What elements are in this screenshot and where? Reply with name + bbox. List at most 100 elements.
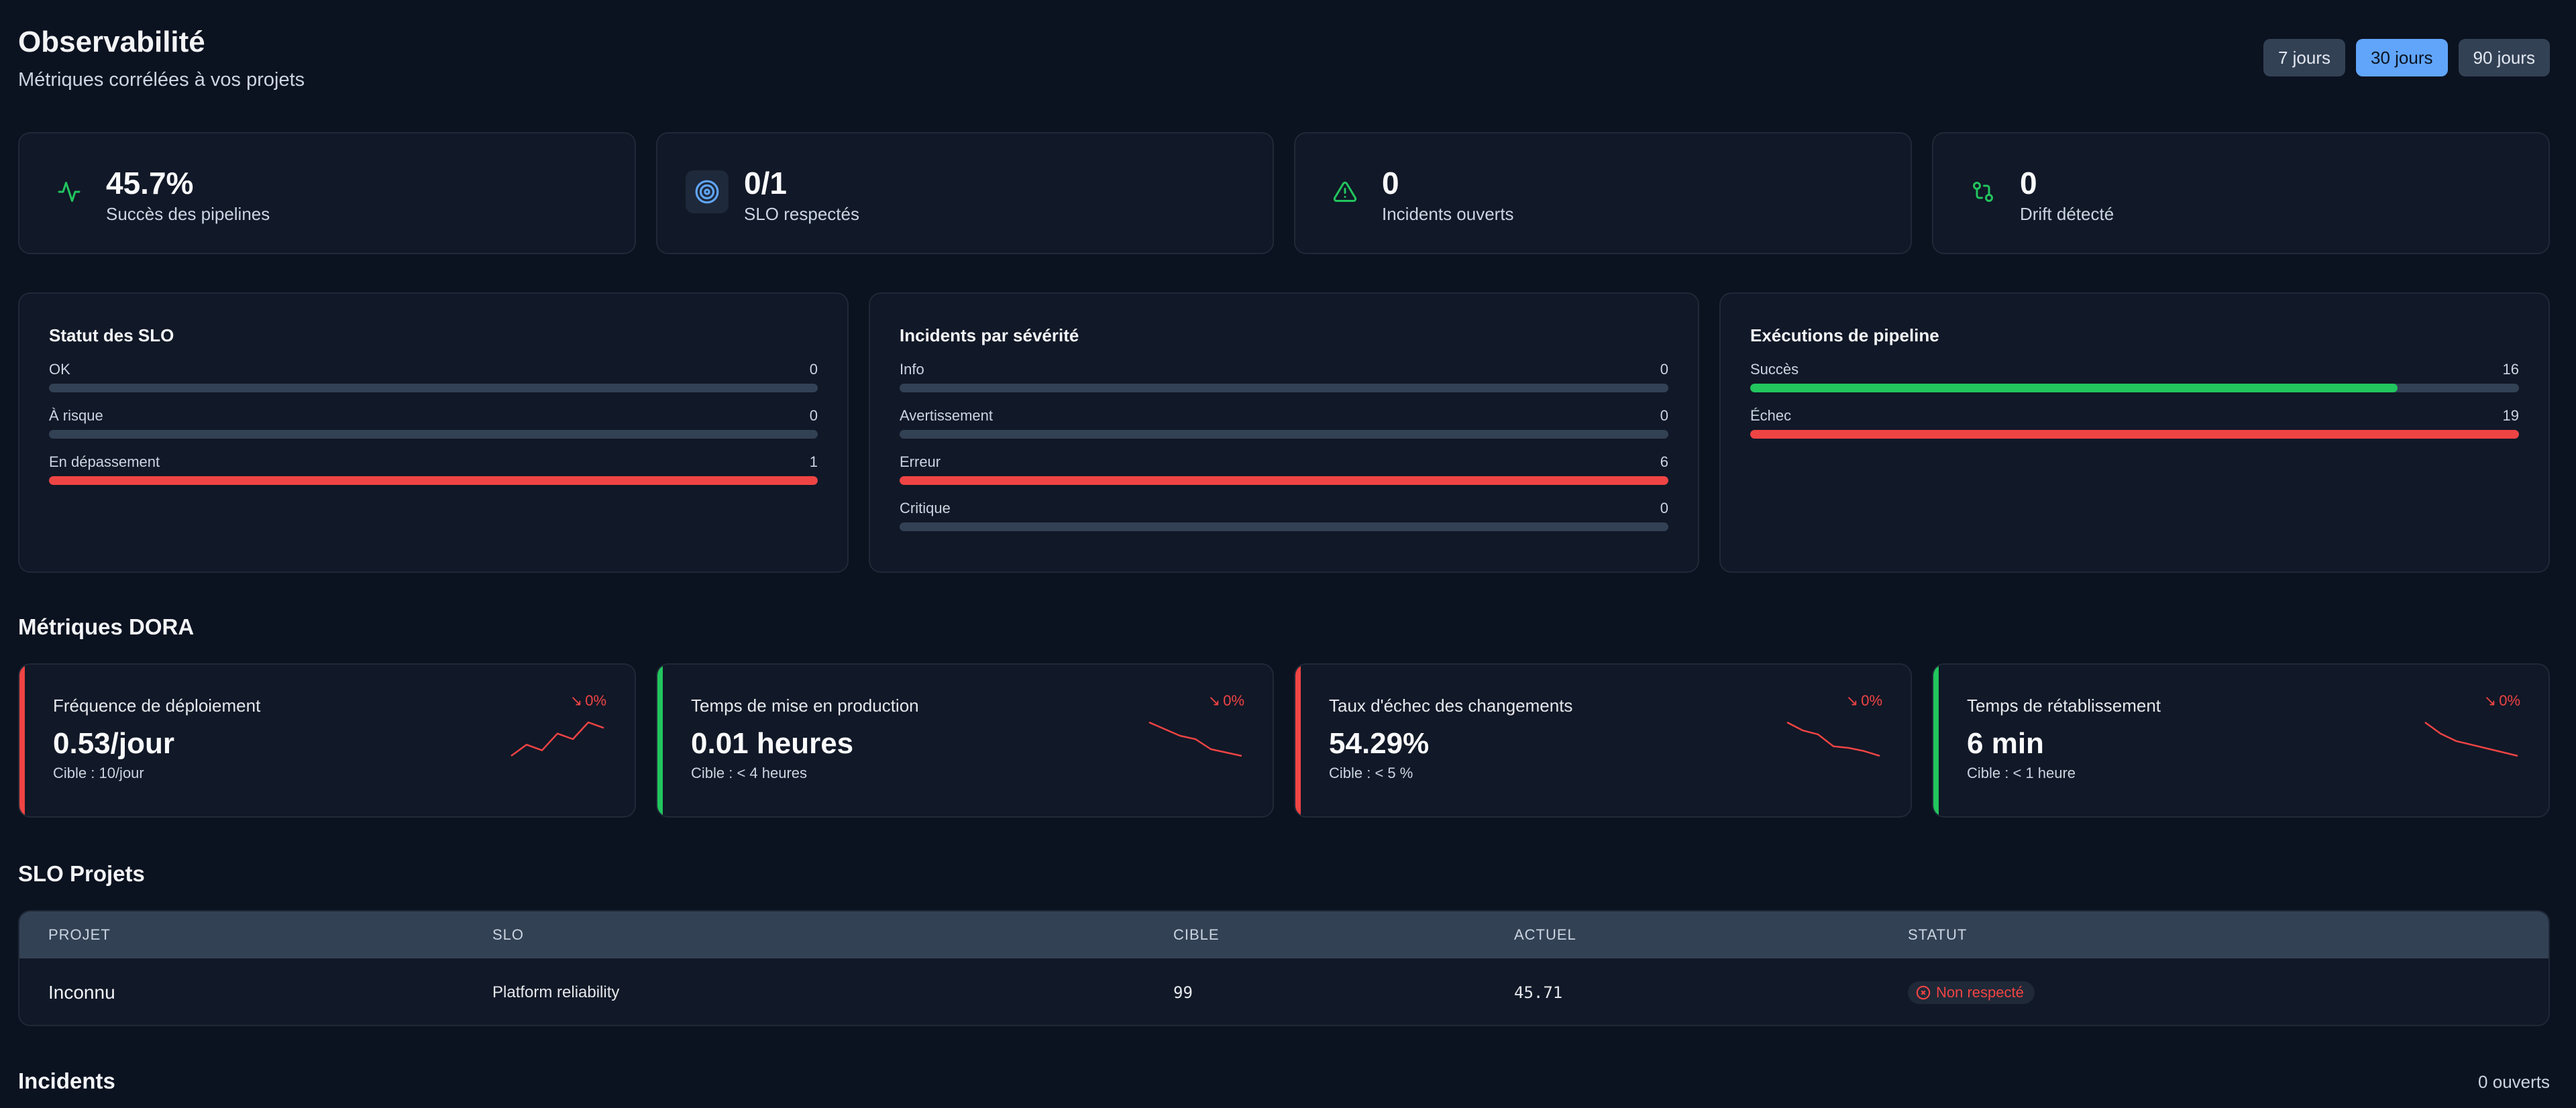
bar-row-warning: Avertissement 0 bbox=[900, 407, 1668, 439]
cell-project: Inconnu bbox=[48, 981, 115, 1003]
stat-label: Drift détecté bbox=[2020, 204, 2114, 224]
bar-label: À risque bbox=[49, 407, 103, 424]
bar-label: Succès bbox=[1750, 361, 1799, 378]
bar-track bbox=[900, 384, 1668, 392]
dora-value: 6 min bbox=[1967, 727, 2044, 760]
panel-pipeline-runs: Exécutions de pipeline Succès 16 Échec 19 bbox=[1719, 292, 2550, 573]
bar-track bbox=[900, 430, 1668, 439]
trend-value: 0% bbox=[1861, 692, 1882, 709]
range-90-days-button[interactable]: 90 jours bbox=[2458, 39, 2550, 76]
bar-track bbox=[49, 476, 818, 485]
status-badge: Non respecté bbox=[1908, 981, 2035, 1004]
sparkline bbox=[1148, 721, 1242, 757]
slo-projects-title: SLO Projets bbox=[18, 861, 145, 886]
column-header-current[interactable]: ACTUEL bbox=[1514, 926, 1576, 943]
bar-row-critical: Critique 0 bbox=[900, 500, 1668, 531]
git-compare-icon bbox=[1962, 170, 2004, 213]
dora-metrics-row: Fréquence de déploiement 0.53/jour Cible… bbox=[18, 663, 2550, 818]
stat-card-open-incidents: 0 Incidents ouverts bbox=[1294, 132, 1912, 254]
dora-accent bbox=[657, 665, 663, 816]
dora-title: Temps de mise en production bbox=[691, 696, 919, 716]
bar-track bbox=[49, 384, 818, 392]
stat-value: 0 bbox=[1382, 166, 1399, 201]
range-30-days-button[interactable]: 30 jours bbox=[2356, 39, 2448, 76]
breakdown-panels: Statut des SLO OK 0 À risque 0 En dépassem… bbox=[18, 292, 2550, 573]
time-range-selector: 7 jours 30 jours 90 jours bbox=[2263, 39, 2550, 76]
status-text: Non respecté bbox=[1936, 983, 2024, 1001]
bar-value: 19 bbox=[2502, 407, 2519, 424]
activity-icon bbox=[48, 170, 91, 213]
bar-row-success: Succès 16 bbox=[1750, 361, 2519, 392]
page-subtitle: Métriques corrélées à vos projets bbox=[18, 69, 305, 91]
bar-track bbox=[1750, 430, 2519, 439]
range-7-days-button[interactable]: 7 jours bbox=[2263, 39, 2345, 76]
sparkline bbox=[1786, 721, 1880, 757]
trend-value: 0% bbox=[585, 692, 606, 709]
trend-value: 0% bbox=[2499, 692, 2520, 709]
dora-card-time-to-restore: Temps de rétablissement 6 min Cible : < … bbox=[1932, 663, 2550, 818]
bar-row-failure: Échec 19 bbox=[1750, 407, 2519, 439]
dora-target: Cible : < 1 heure bbox=[1967, 765, 2076, 781]
bar-track bbox=[900, 476, 1668, 485]
sparkline bbox=[511, 721, 604, 757]
dora-target: Cible : < 4 heures bbox=[691, 765, 808, 781]
panel-incidents-severity: Incidents par sévérité Info 0 Avertisseme… bbox=[869, 292, 1699, 573]
bar-value: 0 bbox=[809, 361, 818, 378]
sparkline-path bbox=[1786, 721, 1880, 757]
column-header-target[interactable]: CIBLE bbox=[1173, 926, 1220, 943]
column-header-status[interactable]: STATUT bbox=[1908, 926, 1968, 943]
stat-value: 0/1 bbox=[744, 166, 787, 201]
column-header-slo[interactable]: SLO bbox=[492, 926, 525, 943]
bar-row-at-risk: À risque 0 bbox=[49, 407, 818, 439]
panel-slo-status: Statut des SLO OK 0 À risque 0 En dépassem… bbox=[18, 292, 849, 573]
bar-row-info: Info 0 bbox=[900, 361, 1668, 392]
bar-row-error: Erreur 6 bbox=[900, 453, 1668, 485]
bar-fill bbox=[49, 476, 818, 485]
stat-value: 0 bbox=[2020, 166, 2037, 201]
dora-card-change-failure-rate: Taux d'échec des changements 54.29% Cibl… bbox=[1294, 663, 1912, 818]
dora-trend: ↘ 0% bbox=[570, 691, 606, 710]
incidents-section-title: Incidents bbox=[18, 1068, 115, 1093]
target-icon bbox=[686, 170, 729, 213]
bar-value: 0 bbox=[809, 407, 818, 424]
bar-fill bbox=[1750, 384, 2398, 392]
dora-accent bbox=[19, 665, 25, 816]
bar-label: OK bbox=[49, 361, 70, 378]
bar-label: Info bbox=[900, 361, 924, 378]
dora-value: 54.29% bbox=[1329, 727, 1430, 760]
stat-card-drift: 0 Drift détecté bbox=[1932, 132, 2550, 254]
trend-down-icon: ↘ bbox=[1208, 692, 1221, 709]
dora-accent bbox=[1933, 665, 1939, 816]
dora-trend: ↘ 0% bbox=[1208, 691, 1244, 710]
panel-title: Incidents par sévérité bbox=[900, 325, 1079, 345]
column-header-project[interactable]: PROJET bbox=[48, 926, 111, 943]
trend-value: 0% bbox=[1223, 692, 1244, 709]
bar-value: 0 bbox=[1660, 361, 1668, 378]
dora-target: Cible : 10/jour bbox=[53, 765, 144, 781]
dora-title: Fréquence de déploiement bbox=[53, 696, 261, 716]
stat-label: SLO respectés bbox=[744, 204, 859, 224]
bar-value: 1 bbox=[809, 453, 818, 470]
dora-title: Temps de rétablissement bbox=[1967, 696, 2161, 716]
page-title: Observabilité bbox=[18, 25, 205, 58]
dora-card-lead-time: Temps de mise en production 0.01 heures … bbox=[656, 663, 1274, 818]
bar-value: 6 bbox=[1660, 453, 1668, 470]
bar-label: Erreur bbox=[900, 453, 941, 470]
stat-card-pipeline-success: 45.7% Succès des pipelines bbox=[18, 132, 636, 254]
dora-card-deploy-frequency: Fréquence de déploiement 0.53/jour Cible… bbox=[18, 663, 636, 818]
bar-value: 0 bbox=[1660, 500, 1668, 516]
dora-title: Taux d'échec des changements bbox=[1329, 696, 1573, 716]
dora-value: 0.01 heures bbox=[691, 727, 854, 760]
dora-accent bbox=[1295, 665, 1301, 816]
bar-track bbox=[1750, 384, 2519, 392]
trend-down-icon: ↘ bbox=[1845, 692, 1859, 709]
sparkline-path bbox=[511, 721, 604, 757]
table-row[interactable]: Inconnu Platform reliability 99 45.71 No… bbox=[19, 958, 2548, 1025]
panel-title: Exécutions de pipeline bbox=[1750, 325, 1939, 345]
trend-down-icon: ↘ bbox=[2483, 692, 2497, 709]
cell-slo: Platform reliability bbox=[492, 983, 620, 1001]
stat-label: Incidents ouverts bbox=[1382, 204, 1514, 224]
incidents-open-count: 0 ouverts bbox=[2478, 1072, 2550, 1092]
bar-fill bbox=[1750, 430, 2519, 439]
bar-row-breached: En dépassement 1 bbox=[49, 453, 818, 485]
